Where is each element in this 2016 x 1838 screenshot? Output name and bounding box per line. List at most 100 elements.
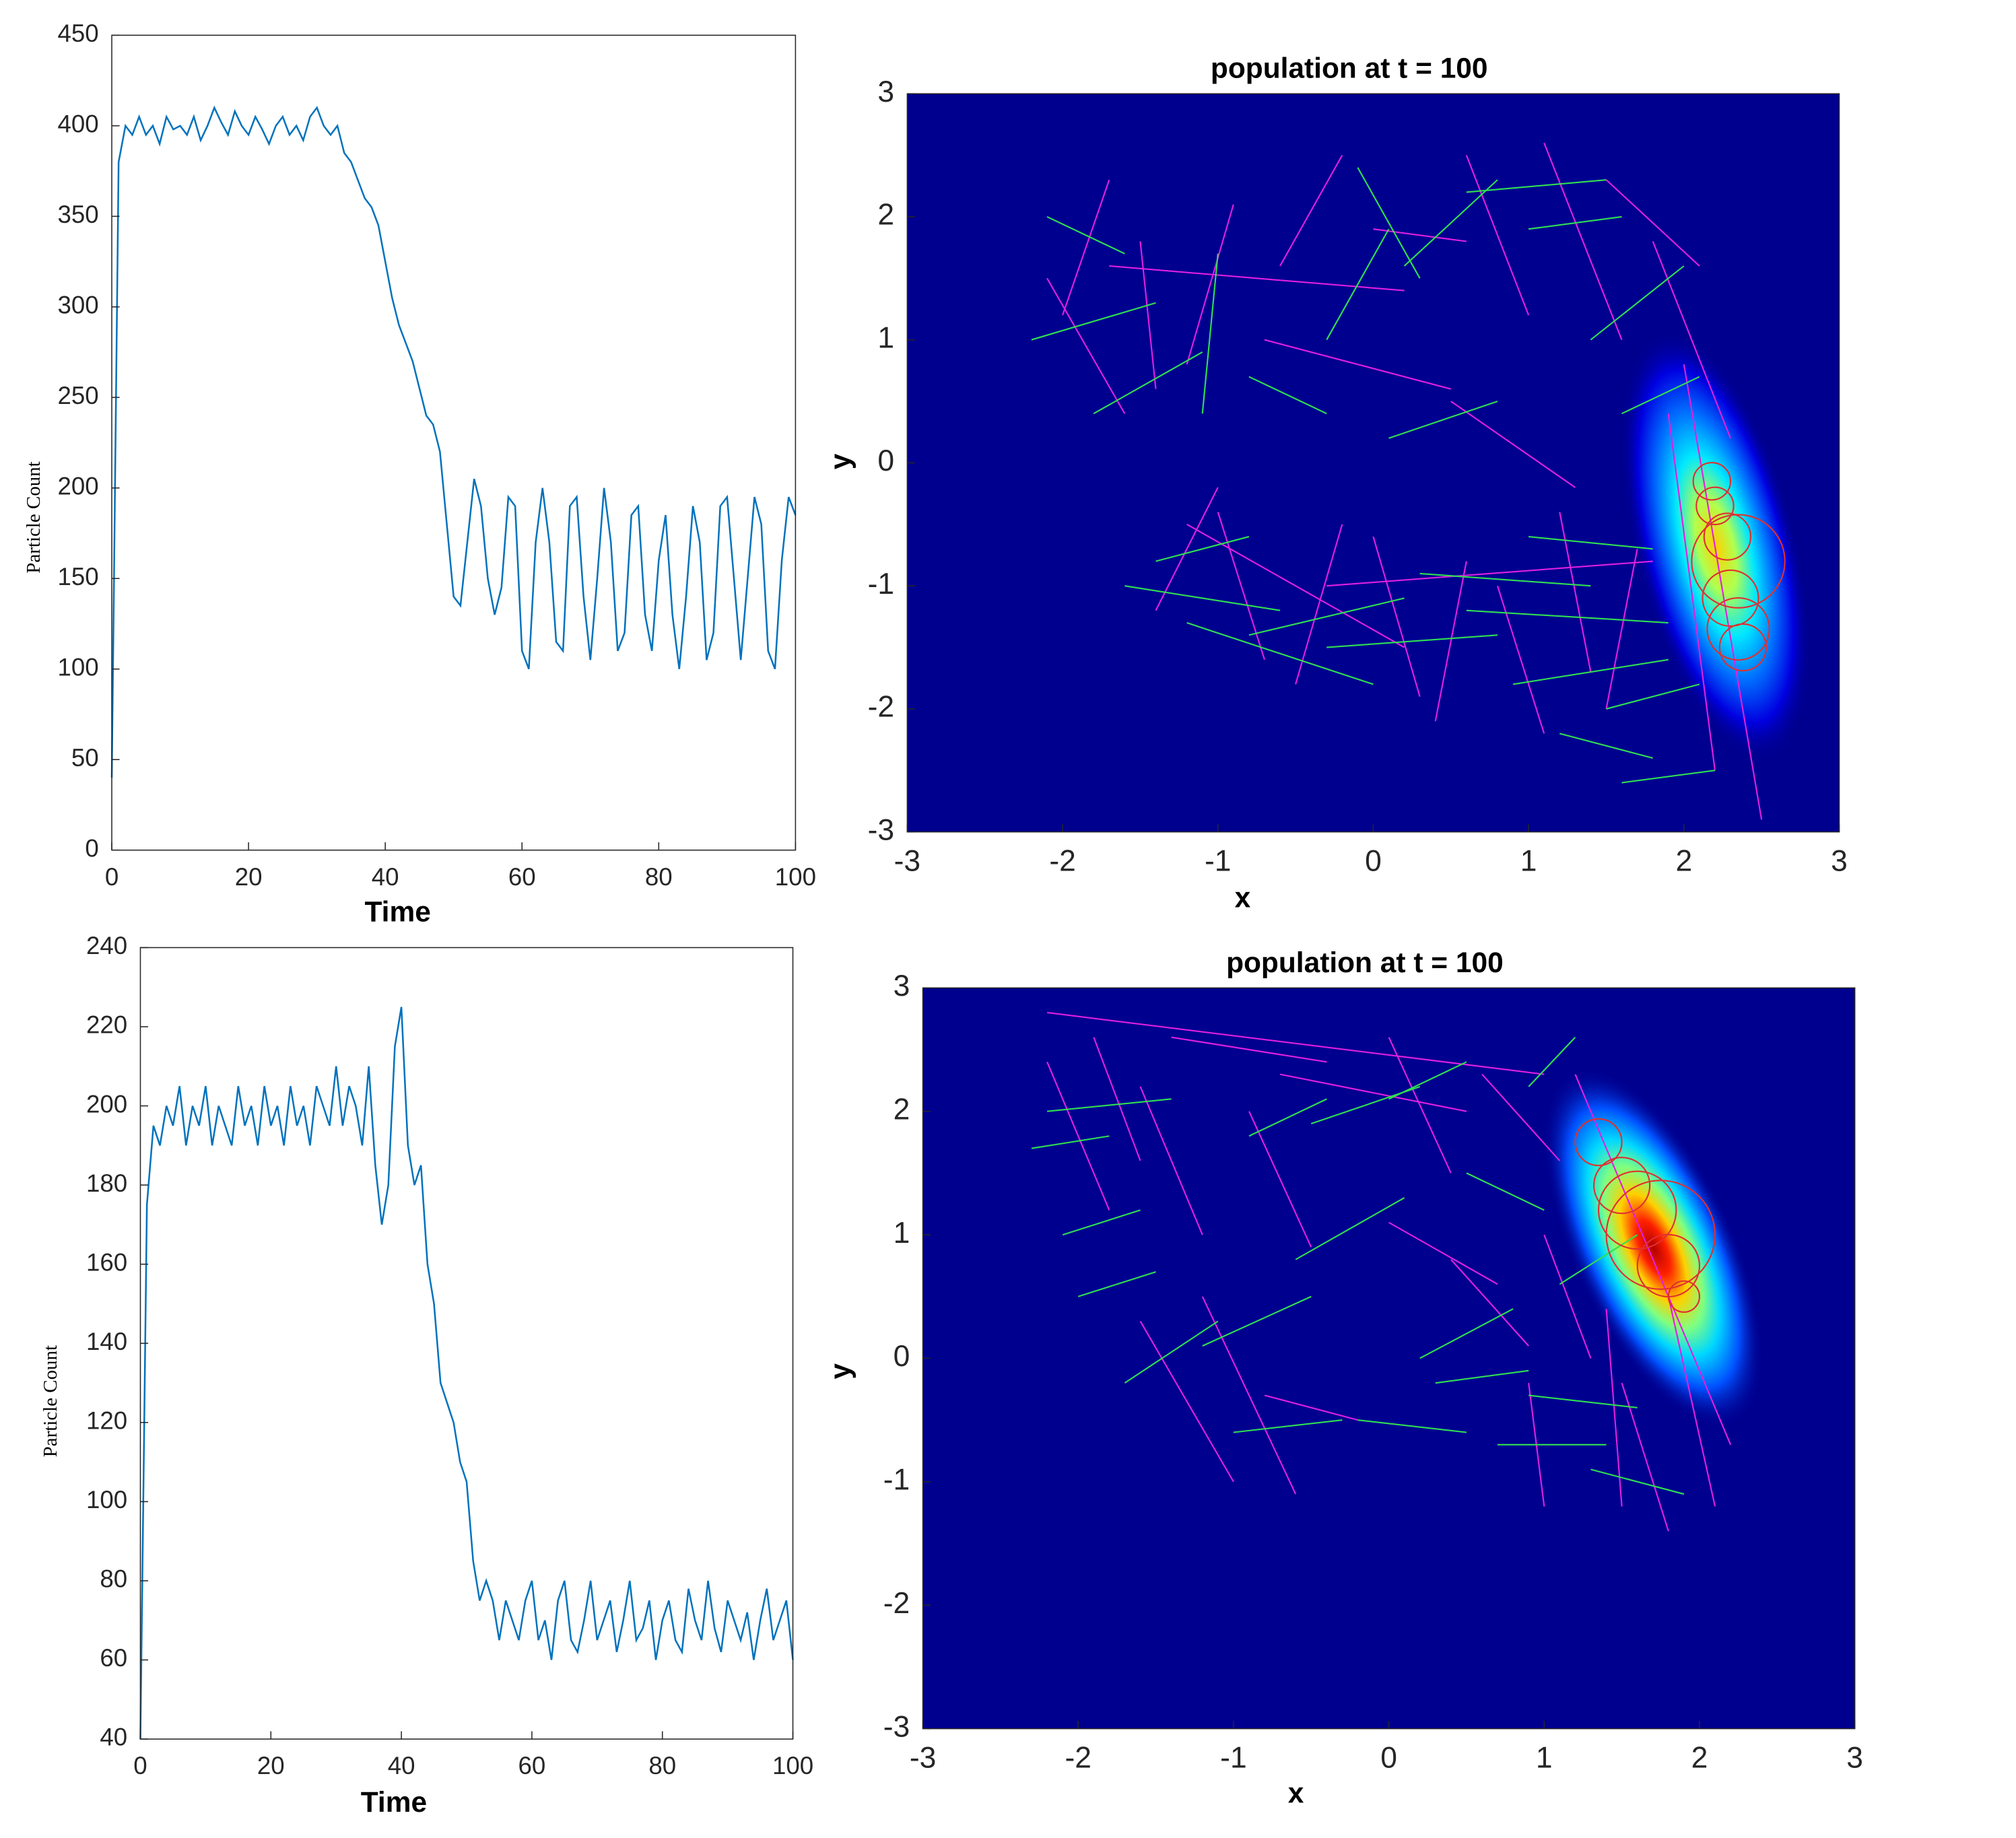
segment	[1403, 179, 1498, 267]
y-axis-label: y	[824, 453, 856, 469]
x-tick-label: -1	[1220, 1742, 1246, 1775]
segment	[1605, 1309, 1623, 1507]
segment	[1201, 1296, 1297, 1495]
y-tick-label: 160	[86, 1248, 127, 1276]
segment	[1295, 524, 1343, 685]
x-tick-label: 1	[1520, 845, 1537, 878]
y-tick-label: 200	[86, 1090, 127, 1118]
segment	[1109, 265, 1405, 292]
segment	[1155, 487, 1219, 611]
y-tick-label: 80	[100, 1565, 127, 1593]
x-tick-label: 40	[388, 1752, 415, 1779]
circle-marker	[1706, 597, 1770, 661]
y-tick-label: 1	[894, 1217, 910, 1250]
segment	[1186, 523, 1405, 648]
y-tick-label: 300	[58, 291, 99, 318]
marks	[1031, 142, 1786, 820]
x-tick-label: -3	[910, 1742, 936, 1775]
x-tick-label: 60	[508, 863, 536, 891]
segment	[1202, 1295, 1312, 1347]
panel: -3 -2 -1 0 1 2 3 -3 -2 -1 0 1 2 3 x y population at t = …	[824, 947, 1863, 1809]
segment	[1388, 401, 1498, 439]
segment	[1279, 1073, 1467, 1112]
x-tick-label: 0	[1365, 845, 1382, 878]
segment	[1465, 155, 1530, 316]
segment	[1683, 364, 1763, 820]
data-line	[139, 1007, 794, 1740]
segment	[1046, 1098, 1172, 1112]
y-tick-label: 140	[86, 1328, 127, 1355]
segment	[1248, 597, 1405, 636]
chart-title: population at t = 100	[1226, 947, 1504, 978]
segment	[1373, 228, 1467, 242]
y-tick-label: 200	[58, 472, 99, 500]
y-tick-label: 220	[86, 1011, 127, 1039]
segment	[1201, 253, 1219, 414]
segment	[1590, 265, 1685, 341]
y-axis-label: Particle Count	[23, 461, 44, 573]
circle-marker	[1597, 1170, 1677, 1250]
segment	[1031, 302, 1156, 341]
segment	[1419, 572, 1591, 587]
segment	[1559, 1234, 1638, 1285]
segment	[1062, 1209, 1141, 1236]
segment	[1357, 167, 1421, 279]
panel: 0 20 40 60 80 100 40 60 80 100 120 140 160 180 200 220 2…	[40, 932, 813, 1818]
x-tick-label: 0	[133, 1752, 147, 1779]
density	[1621, 331, 1811, 761]
segment	[1435, 1369, 1529, 1384]
y-tick-label: 3	[894, 969, 910, 1002]
segment	[1264, 1394, 1358, 1421]
segment	[1450, 401, 1576, 488]
segment	[1388, 1061, 1467, 1100]
y-tick-label: 450	[58, 20, 99, 47]
y-tick-label: 1	[877, 321, 894, 354]
circle-marker	[1718, 623, 1768, 672]
circle-marker	[1574, 1118, 1623, 1167]
y-tick-label: -1	[883, 1464, 910, 1497]
segment	[1248, 376, 1327, 415]
segment	[1434, 561, 1467, 722]
x-tick-label: -2	[1049, 845, 1075, 878]
y-tick-label: 150	[58, 563, 99, 590]
segment	[1326, 228, 1390, 341]
x-tick-label: 60	[518, 1752, 546, 1779]
segment	[1124, 1320, 1219, 1384]
segment	[1667, 413, 1716, 771]
circle-marker	[1691, 514, 1786, 609]
marks	[1031, 1011, 1732, 1532]
x-tick-label: -1	[1205, 845, 1231, 878]
y-tick-label: 3	[877, 75, 894, 108]
x-tick-label: -2	[1065, 1742, 1091, 1775]
y-tick-label: 60	[100, 1644, 127, 1672]
circle-marker	[1695, 486, 1735, 526]
x-tick-label: 20	[235, 863, 263, 891]
y-tick-label: -3	[883, 1710, 910, 1743]
density	[1543, 1068, 1763, 1428]
segment	[1466, 609, 1669, 624]
segment	[1652, 241, 1731, 439]
segment	[1543, 1234, 1592, 1359]
axes-box	[111, 34, 797, 851]
x-axis-label: x	[1235, 881, 1251, 913]
x-tick-label: 100	[772, 1752, 813, 1779]
y-axis-label: y	[824, 1363, 856, 1380]
y-tick-label: 350	[58, 201, 99, 228]
segment	[1093, 1037, 1141, 1161]
segment	[1139, 1320, 1234, 1483]
segment	[1512, 658, 1669, 685]
segment	[1496, 585, 1545, 734]
x-tick-label: 2	[1691, 1742, 1708, 1775]
y-tick-label: 0	[877, 444, 894, 477]
segment	[1621, 1382, 1669, 1532]
segment	[1543, 142, 1623, 341]
y-tick-label: -3	[868, 813, 894, 846]
segment	[1606, 683, 1700, 710]
x-tick-label: 0	[105, 863, 119, 891]
y-tick-label: 100	[58, 653, 99, 681]
x-tick-label: 3	[1831, 845, 1848, 878]
panel: 0 20 40 60 80 100 0 50 100 150 200 250 300 350 400 450 T…	[23, 20, 816, 927]
segment	[1139, 241, 1157, 389]
x-axis-label: Time	[365, 895, 431, 927]
